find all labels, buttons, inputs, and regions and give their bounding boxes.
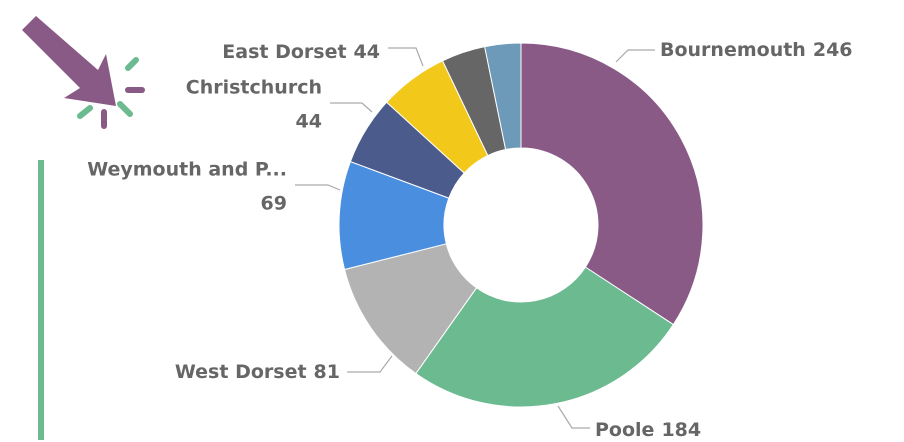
leader-line [347, 355, 393, 373]
slice-label: Poole [595, 419, 654, 441]
leader-line [388, 47, 424, 67]
leader-line [557, 405, 590, 429]
slice-label-group: Bournemouth 246 [660, 39, 853, 61]
slice-value: 44 [296, 111, 322, 133]
leader-line [295, 184, 341, 191]
leader-line [615, 49, 655, 63]
slice-value: 81 [314, 361, 340, 383]
slice [484, 42, 522, 151]
slice-label-group: West Dorset 81 [175, 361, 340, 383]
slice-label-group: East Dorset 44 [222, 41, 380, 63]
slice-label: East Dorset [222, 41, 346, 63]
slice-label-group: Poole 184 [595, 419, 701, 441]
icon [22, 16, 145, 129]
slice-value: 44 [354, 41, 380, 63]
slice-label: Bournemouth [660, 39, 806, 61]
slice-label: Weymouth and P... [87, 159, 287, 181]
slice-label: Christchurch [186, 77, 322, 99]
leader-line [330, 102, 373, 113]
accent-bar [38, 160, 44, 440]
slice-value: 69 [261, 193, 287, 215]
slice [415, 266, 675, 408]
slice [520, 42, 704, 326]
slice-value: 246 [813, 39, 853, 61]
slice-label: West Dorset [175, 361, 307, 383]
slice-value: 184 [661, 419, 701, 441]
